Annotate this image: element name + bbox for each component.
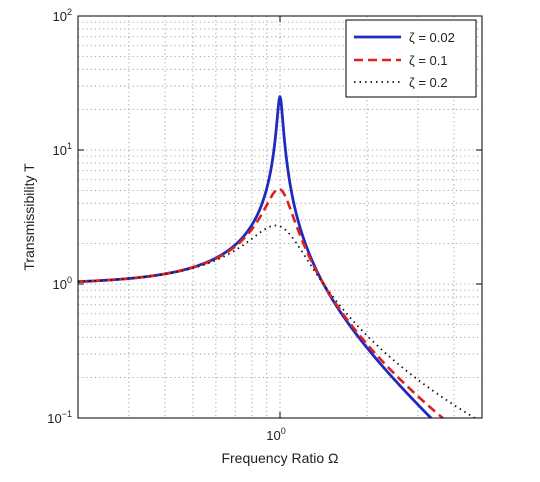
- legend-label-1: ζ = 0.1: [409, 53, 448, 68]
- series-line-0: [78, 95, 433, 418]
- y-tick-label: 101: [53, 141, 72, 158]
- y-tick-label: 100: [53, 275, 72, 292]
- tick-layer: [78, 15, 482, 419]
- y-axis-label: Transmissibility T: [21, 163, 37, 271]
- legend: ζ = 0.02 ζ = 0.1 ζ = 0.2: [345, 19, 477, 98]
- series-layer: [78, 95, 477, 418]
- tick-labels: 10−1 100 101 102 100: [47, 7, 285, 443]
- x-tick-label: 100: [266, 426, 285, 443]
- y-tick-label: 102: [53, 7, 72, 24]
- legend-box: [345, 19, 477, 98]
- legend-label-0: ζ = 0.02: [409, 30, 455, 45]
- legend-label-2: ζ = 0.2: [409, 75, 448, 90]
- x-axis-label: Frequency Ratio Ω: [221, 450, 338, 466]
- series-line-2: [78, 224, 477, 418]
- y-tick-label: 10−1: [47, 409, 72, 426]
